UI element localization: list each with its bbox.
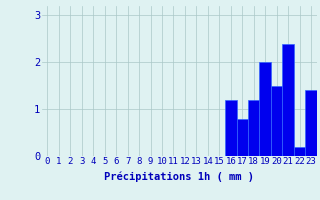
Bar	[236, 118, 248, 156]
Bar	[248, 100, 260, 156]
Bar	[225, 100, 236, 156]
Bar	[260, 62, 271, 156]
Bar	[282, 44, 294, 156]
Bar	[305, 90, 317, 156]
Bar	[271, 86, 282, 156]
X-axis label: Précipitations 1h ( mm ): Précipitations 1h ( mm )	[104, 172, 254, 182]
Bar	[294, 147, 305, 156]
